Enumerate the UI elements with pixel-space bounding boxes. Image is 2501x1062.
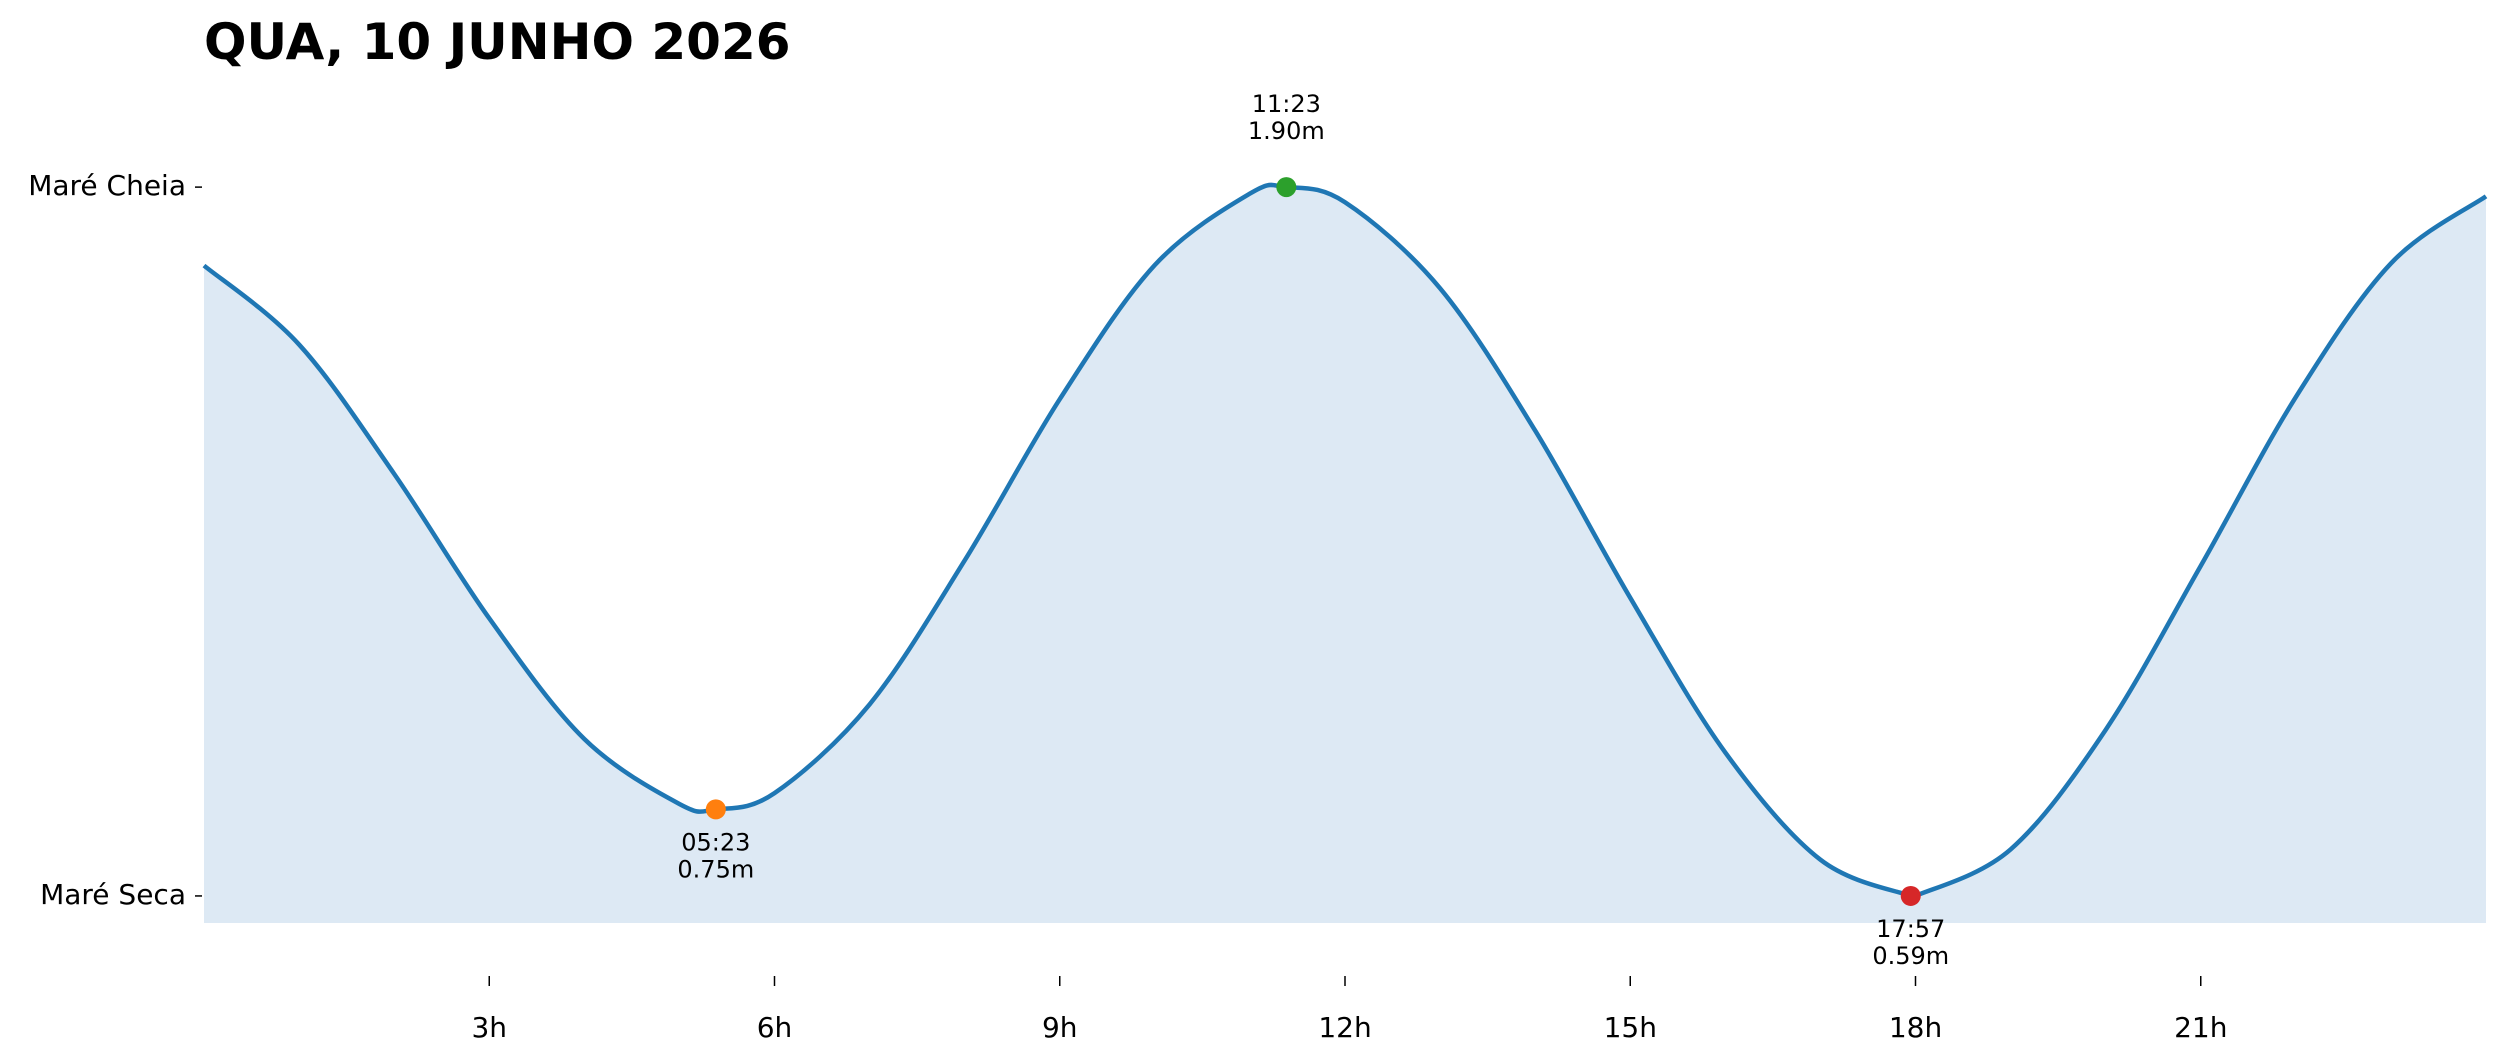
- x-tick-label: 15h: [1604, 1011, 1657, 1044]
- marker-time-label: 17:57: [1876, 915, 1945, 943]
- y-tick-label: Maré Cheia: [28, 169, 186, 202]
- tide-marker: [1900, 885, 1921, 906]
- tide-line: [202, 182, 2488, 904]
- chart-title: QUA, 10 JUNHO 2026: [204, 13, 791, 71]
- marker-time-label: 11:23: [1252, 90, 1321, 118]
- marker-time-label: 05:23: [681, 828, 750, 856]
- x-tick-label: 3h: [471, 1011, 507, 1044]
- marker-value-label: 1.90m: [1248, 117, 1325, 145]
- y-tick-label: Maré Seca: [40, 878, 186, 911]
- x-tick-label: 21h: [2174, 1011, 2227, 1044]
- marker-value-label: 0.59m: [1872, 942, 1949, 970]
- tide-marker: [705, 799, 726, 820]
- marker-value-label: 0.75m: [677, 855, 754, 883]
- x-tick-label: 6h: [757, 1011, 793, 1044]
- x-tick-label: 18h: [1889, 1011, 1942, 1044]
- x-tick-label: 12h: [1318, 1011, 1371, 1044]
- area-fill: [204, 184, 2486, 923]
- x-tick-label: 9h: [1042, 1011, 1078, 1044]
- tide-marker: [1276, 177, 1297, 198]
